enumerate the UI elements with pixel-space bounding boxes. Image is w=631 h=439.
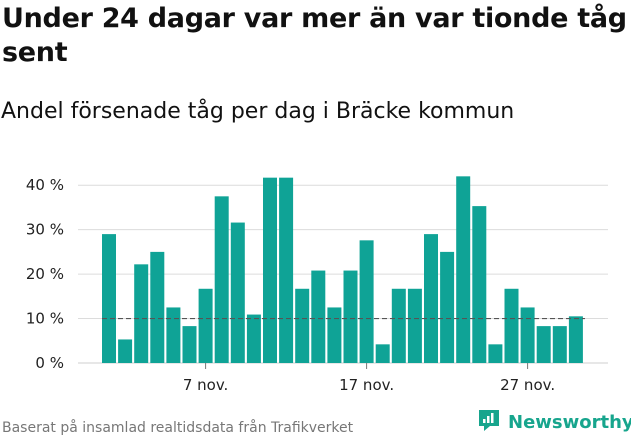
- bar: [150, 251, 165, 363]
- bar: [552, 326, 567, 363]
- y-tick-label: 30 %: [26, 221, 64, 239]
- bars: [102, 176, 583, 363]
- x-tick-label: 17 nov.: [339, 376, 394, 394]
- y-axis-labels: 0 % 10 % 20 % 30 % 40 %: [26, 176, 64, 372]
- bar: [375, 344, 390, 363]
- bar: [279, 177, 294, 363]
- bar: [568, 316, 583, 363]
- bar: [536, 326, 551, 363]
- y-tick-label: 0 %: [35, 354, 64, 372]
- newsworthy-logo-icon: [476, 407, 502, 437]
- bar: [198, 288, 213, 363]
- bar: [182, 326, 197, 363]
- y-tick-label: 20 %: [26, 265, 64, 283]
- bar: [246, 314, 261, 363]
- chart-title: Under 24 dagar var mer än var tionde tåg…: [2, 3, 627, 68]
- bar: [166, 307, 181, 363]
- bar: [391, 288, 406, 363]
- bar: [407, 288, 422, 363]
- x-tick-label: 27 nov.: [500, 376, 555, 394]
- bar: [327, 307, 342, 363]
- newsworthy-brand-name: Newsworthy: [508, 411, 631, 433]
- bar: [118, 339, 133, 363]
- bar: [440, 251, 455, 363]
- bar: [214, 196, 229, 363]
- y-tick-label: 40 %: [26, 176, 64, 194]
- chart-subtitle: Andel försenade tåg per dag i Bräcke kom…: [1, 99, 515, 124]
- bar: [295, 288, 310, 363]
- bar: [456, 176, 471, 363]
- bar: [311, 270, 326, 363]
- bar: [230, 222, 245, 363]
- bar: [520, 307, 535, 363]
- bar: [343, 270, 358, 363]
- bar: [504, 288, 519, 363]
- bar: [488, 344, 503, 363]
- bar: [424, 234, 438, 363]
- bar: [102, 234, 116, 363]
- newsworthy-brand[interactable]: Newsworthy: [476, 408, 631, 436]
- bar: [134, 264, 149, 363]
- bar: [263, 177, 277, 363]
- y-tick-label: 10 %: [26, 310, 64, 328]
- x-axis: 7 nov. 17 nov. 27 nov.: [183, 363, 555, 394]
- bar: [472, 206, 487, 363]
- source-note: Baserat på insamlad realtidsdata från Tr…: [2, 420, 354, 436]
- bar: [359, 240, 374, 363]
- x-tick-label: 7 nov.: [183, 376, 228, 394]
